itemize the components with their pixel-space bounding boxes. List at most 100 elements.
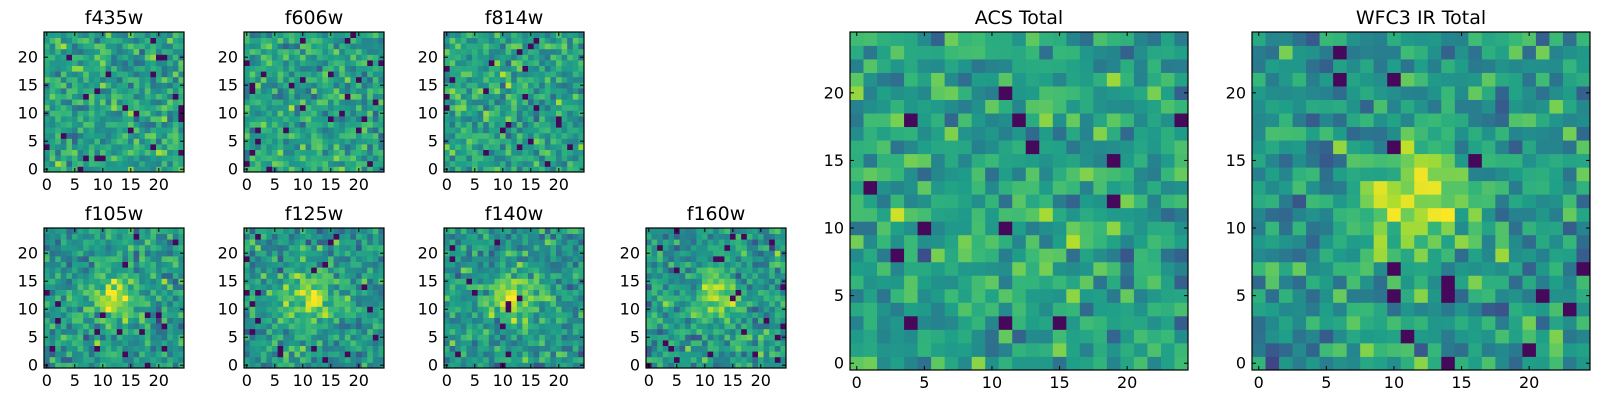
heatmap-cell [544,155,551,162]
heatmap-cell [455,37,462,44]
heatmap-cell [488,323,495,330]
heatmap-cell [516,228,523,234]
heatmap-cell [88,138,95,145]
heatmap-cell [522,272,529,279]
heatmap-cell [1093,261,1108,276]
heatmap-cell [316,239,323,246]
heatmap-cell [372,323,379,330]
heatmap-cell [674,239,680,246]
heatmap-cell [100,284,106,290]
heatmap-cell [133,160,140,167]
heatmap-cell [350,284,357,290]
heatmap-cell [244,144,250,150]
heatmap-cell [161,65,168,72]
heatmap-cell [890,194,905,209]
x-tick-label: 5 [270,175,280,194]
heatmap-cell [100,37,106,44]
heatmap-cell [66,65,73,72]
heatmap-cell [367,104,374,111]
heatmap-cell [356,239,362,246]
heatmap-cell [511,306,518,313]
heatmap-cell [172,323,179,330]
heatmap-cell [494,121,501,128]
heatmap-cell [567,71,574,78]
heatmap-cell [522,110,529,117]
heatmap-cell [528,160,534,167]
heatmap-cell [111,65,118,72]
heatmap-cell [283,116,290,122]
heatmap-cell [780,312,787,318]
heatmap-cell [283,37,290,44]
heatmap-cell [66,149,73,156]
heatmap-cell [444,88,450,94]
heatmap-cell [533,155,540,162]
heatmap-cell [244,323,250,330]
heatmap-cell [1106,275,1121,290]
heatmap-cell [455,239,462,246]
heatmap-cell [105,228,112,234]
heatmap-cell [572,312,579,318]
heatmap-cell [72,54,78,61]
heatmap-cell [367,340,374,346]
heatmap-cell [724,356,731,363]
heatmap-cell [556,300,562,307]
heatmap-cell [72,37,78,44]
heatmap-cell [674,328,680,335]
heatmap-cell [77,93,84,100]
heatmap-cell [516,127,523,134]
heatmap-cell [344,345,351,352]
heatmap-cell [511,71,518,78]
heatmap-cell [44,312,50,318]
heatmap-cell [144,121,151,128]
heatmap-cell [316,300,323,307]
heatmap-cell [971,315,986,330]
heatmap-cell [466,340,473,346]
heatmap-cell [361,250,368,257]
heatmap-cell [161,37,168,44]
heatmap-cell [550,60,557,66]
heatmap-cell [156,99,162,106]
heatmap-cell [472,110,478,117]
heatmap-cell [333,149,340,156]
heatmap-cell [133,138,140,145]
heatmap-cell [707,278,714,285]
heatmap-cell [472,138,478,145]
heatmap-cell [735,244,742,251]
heatmap-cell [60,295,67,302]
heatmap-cell [449,160,456,167]
heatmap-cell [161,317,168,324]
heatmap-cell [763,356,770,363]
heatmap-cell [255,351,262,358]
heatmap-cell [544,323,551,330]
heatmap-cell [333,250,340,257]
heatmap-cell [55,65,62,72]
heatmap-cell [539,54,546,61]
heatmap-cell [178,239,185,246]
heatmap-cell [1174,194,1189,209]
heatmap-cell [44,104,50,111]
heatmap-cell [372,144,379,150]
heatmap-cell [746,317,753,324]
heatmap-cell [139,244,146,251]
heatmap-cell [449,93,456,100]
heatmap-cell [66,356,73,363]
heatmap-cell [300,93,306,100]
heatmap-cell [528,155,534,162]
heatmap-cell [500,272,506,279]
heatmap-cell [466,160,473,167]
heatmap-cell [444,300,450,307]
heatmap-cell [356,110,362,117]
heatmap-cell [116,43,123,50]
heatmap-cell [690,351,697,358]
heatmap-cell [702,300,708,307]
heatmap-cell [83,54,90,61]
heatmap-cell [249,345,256,352]
heatmap-cell [488,54,495,61]
heatmap-cell [55,261,62,268]
heatmap-cell [444,116,450,122]
heatmap-cell [356,272,362,279]
heatmap-cell [44,155,50,162]
heatmap-cell [277,110,284,117]
heatmap-cell [311,127,318,134]
heatmap-cell [702,356,708,363]
